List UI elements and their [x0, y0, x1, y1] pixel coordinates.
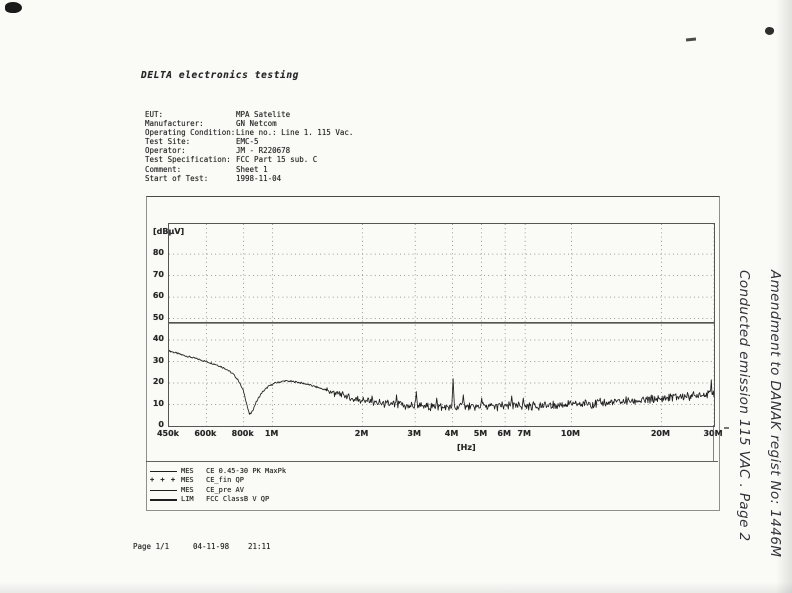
legend-series-code: MES: [181, 485, 194, 494]
emission-plot: [168, 223, 715, 427]
header-field-label: Start of Test:: [145, 173, 209, 183]
line-sample-glyph: [150, 470, 177, 472]
header-field-value: JM - R220678: [236, 146, 291, 156]
x-tick-label: 4M: [444, 429, 459, 438]
header-field-label: Operating Condition:: [145, 128, 236, 138]
header-field-label: EUT:: [145, 110, 164, 119]
x-tick-label: 6M: [497, 429, 511, 438]
line-sample-icon: [150, 486, 177, 495]
x-tick-label: 10M: [560, 429, 580, 438]
handwritten-line-2: Conducted emission 115 VAC . Page 2: [736, 270, 752, 542]
y-tick-label: 60: [152, 291, 164, 301]
legend-series-label: FCC ClassB V QP: [206, 495, 270, 504]
legend-row: MES CE_pre AV: [146, 486, 718, 496]
x-tick-label: 20M: [650, 429, 670, 438]
y-tick-label: 0: [158, 420, 164, 429]
legend-row: MES CE 0.45-30 PK MaxPk: [146, 467, 718, 477]
header-field-label: Test Site:: [145, 137, 191, 147]
scan-edge-shadow-bottom: [0, 582, 792, 593]
x-tick-label: 800k: [231, 429, 254, 438]
maxpeak-measurement-trace: [169, 349, 714, 415]
header-field-value: Sheet 1: [236, 164, 268, 174]
header-field-label: Operator:: [145, 146, 186, 156]
header-field-value: EMC-5: [236, 137, 259, 147]
y-tick-label: 30: [152, 355, 164, 365]
y-tick-label: 20: [152, 377, 164, 387]
x-tick-label: 3M: [407, 429, 421, 438]
scan-artifact-dash: [685, 37, 697, 42]
x-tick-label: 2M: [354, 429, 369, 438]
header-field-value: Line no.: Line 1. 115 Vac.: [236, 128, 354, 138]
scan-artifact-corner: [5, 2, 22, 13]
legend-row: LIM FCC ClassB V QP: [146, 495, 718, 505]
plus-markers-glyph: + + +: [150, 476, 177, 485]
dotted-grid: [169, 224, 714, 426]
header-field-value: GN Netcom: [236, 119, 277, 129]
plus-markers-sample-icon: + + +: [150, 476, 177, 485]
legend-series-code: MES: [181, 476, 194, 485]
header-fields: EUT: MPA Satelite Manufacturer: GN Netcom Op…: [145, 110, 353, 183]
x-tick-label: 600k: [194, 429, 217, 438]
y-tick-label: 80: [152, 248, 164, 258]
legend-divider-line: [146, 461, 718, 462]
header-field-row: Start of Test: 1998-11-04: [145, 174, 353, 183]
y-tick-label: 70: [152, 269, 164, 279]
line-sample-icon: [150, 467, 177, 476]
header-field-value: MPA Satelite: [236, 110, 291, 119]
legend-series-label: CE 0.45-30 PK MaxPk: [206, 466, 287, 475]
header-field-row: Test Site: EMC-5: [145, 137, 353, 146]
header-field-row: Comment: Sheet 1: [145, 165, 353, 174]
chart-canvas: [169, 224, 714, 426]
header-field-label: Comment:: [145, 164, 182, 174]
header-field-row: Operator: JM - R220678: [145, 146, 353, 155]
legend-series-label: CE_pre AV: [206, 485, 244, 494]
header-field-value: 1998-11-04: [236, 173, 282, 183]
line-sample-icon: [150, 495, 177, 504]
x-tick-label: 7M: [517, 429, 531, 438]
header-field-row: Test Specification: FCC Part 15 sub. C: [145, 155, 353, 164]
header-field-row: EUT: MPA Satelite: [145, 110, 353, 119]
legend-series-code: MES: [181, 466, 194, 475]
x-tick-label: 1M: [264, 429, 279, 438]
x-tick-label: 450k: [156, 429, 180, 438]
header-field-row: Manufacturer: GN Netcom: [145, 119, 353, 128]
footer-date: 04-11-98: [193, 542, 230, 551]
legend-series-code: LIM: [181, 495, 194, 504]
footer-page-number: Page 1/1: [133, 542, 170, 551]
scan-artifact-blob: [764, 26, 775, 36]
x-axis-unit-label: [Hz]: [457, 443, 476, 452]
line-sample-glyph: [150, 489, 177, 491]
header-field-row: Operating Condition:Line no.: Line 1. 11…: [145, 128, 353, 137]
x-tick-label: 5M: [473, 429, 488, 438]
report-title: DELTA electronics testing: [141, 70, 299, 81]
scan-artifact-dots: [724, 427, 729, 429]
header-field-value: FCC Part 15 sub. C: [236, 155, 318, 165]
scan-edge-shadow-right: [776, 0, 792, 593]
footer-time: 21:11: [248, 542, 271, 551]
y-tick-label: 10: [152, 398, 164, 408]
legend-series-label: CE_fin QP: [206, 476, 244, 485]
header-field-label: Test Specification:: [145, 155, 231, 165]
line-sample-glyph: [150, 499, 177, 501]
chart-frame: [146, 196, 720, 511]
legend-row: + + + MES CE_fin QP: [146, 476, 718, 486]
y-tick-label: 50: [152, 312, 164, 322]
header-field-label: Manufacturer:: [145, 119, 204, 129]
plot-right-spine-extension: [713, 425, 714, 461]
y-tick-label: 40: [152, 334, 164, 344]
